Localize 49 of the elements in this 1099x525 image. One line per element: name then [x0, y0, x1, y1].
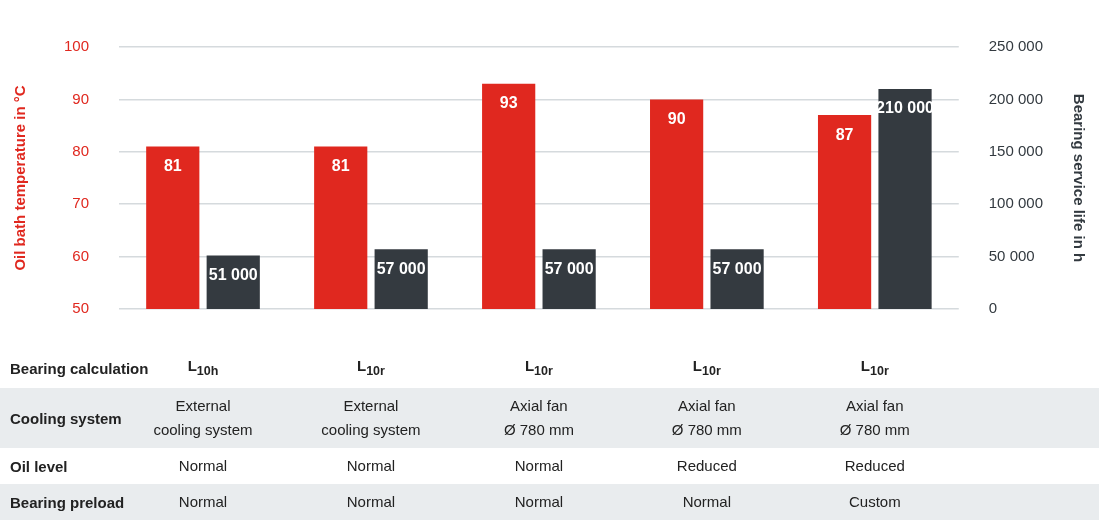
data-label: 81 [331, 156, 350, 174]
y2-tick-label: 50 000 [988, 246, 1035, 264]
y2-tick-label: 250 000 [988, 37, 1044, 55]
y-tick-label: 80 [72, 141, 90, 159]
bar [878, 88, 932, 309]
data-label: 81 [163, 156, 182, 174]
data-label: 57 000 [376, 259, 426, 277]
y2-tick-label: 150 000 [988, 141, 1044, 159]
text: Normal [682, 492, 732, 512]
text: Normal [346, 492, 396, 512]
data-label: 57 000 [712, 259, 762, 277]
x-axis-title: Bearing calculation [10, 359, 149, 377]
text: Normal [346, 456, 396, 476]
text: Normal [514, 492, 564, 512]
text: Bearing preload [10, 493, 125, 511]
y-axis-title: Oil bath temperature in °C [11, 85, 29, 271]
x-tick-label: L$_{10r}$ [524, 355, 553, 380]
x-tick-label: L$_{10r}$ [692, 355, 721, 380]
text: Normal [178, 456, 228, 476]
text: Custom [848, 492, 901, 512]
data-label: 87 [835, 125, 854, 143]
y-tick-label: 90 [72, 89, 90, 107]
text: Normal [514, 456, 564, 476]
text: Oil level [10, 457, 68, 475]
data-label: 90 [667, 109, 686, 127]
data-label: 93 [499, 94, 518, 112]
text: Axial fan Ø 780 mm [503, 396, 574, 440]
bar [710, 249, 764, 309]
text: Reduced [676, 456, 737, 476]
text: Axial fan Ø 780 mm [839, 396, 910, 440]
x-tick-label: L$_{10h}$ [187, 355, 219, 380]
y-tick-label: 50 [72, 299, 90, 317]
data-label: 51 000 [208, 265, 258, 283]
y2-axis-title: Bearing service life in h [1070, 93, 1088, 263]
text: External cooling system [153, 396, 253, 440]
text: Reduced [844, 456, 905, 476]
y-tick-label: 60 [72, 246, 90, 264]
y2-tick-label: 100 000 [988, 194, 1044, 212]
y2-tick-label: 0 [988, 299, 998, 317]
data-label: 57 000 [544, 259, 594, 277]
y-tick-label: 100 [64, 37, 90, 55]
text: Axial fan Ø 780 mm [671, 396, 742, 440]
text: Cooling system [10, 409, 122, 427]
y2-tick-label: 200 000 [988, 89, 1044, 107]
y-tick-label: 70 [72, 194, 90, 212]
text: Normal [178, 492, 228, 512]
x-tick-label: L$_{10r}$ [356, 355, 385, 380]
text: External cooling system [321, 396, 421, 440]
x-tick-label: L$_{10r}$ [860, 355, 889, 380]
